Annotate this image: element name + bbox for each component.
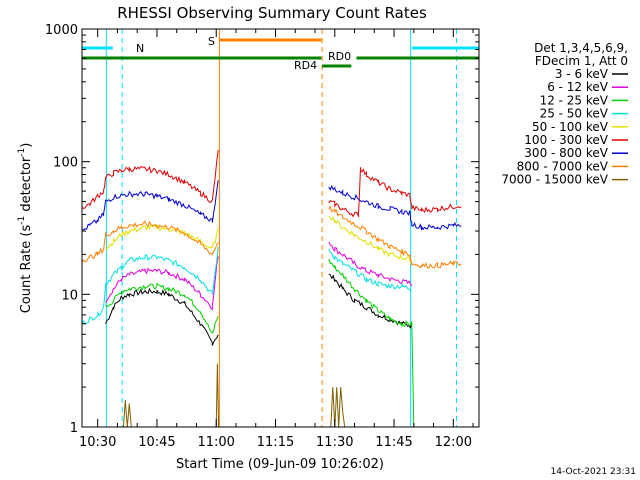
y-tick-label-0: 1 <box>70 421 78 436</box>
plot-frame <box>81 28 480 428</box>
annotation-s: S <box>208 35 215 48</box>
y-tick-label-1: 10 <box>61 288 78 303</box>
y-axis-label-end: ) <box>19 143 34 148</box>
legend-label-4: 50 - 100 keV <box>532 120 609 134</box>
series-line-2 <box>105 258 415 427</box>
series-layer <box>81 149 462 428</box>
legend-label-5: 100 - 300 keV <box>524 133 608 147</box>
axes: 10:30 10:45 11:00 11:15 11:30 11:45 12:00 1 10 10… <box>45 23 479 450</box>
x-axis-label-text: Start Time (09-Jun-09 10:26:02) <box>176 457 384 472</box>
legend-header-2: FDecim 1, Att 0 <box>535 54 628 68</box>
y-axis-label: Count Rate (s-1 detector-1) <box>17 143 34 314</box>
y-axis-label-sup2: -1 <box>17 148 27 157</box>
series-line-4 <box>105 215 413 264</box>
legend-label-2: 12 - 25 keV <box>540 93 609 107</box>
series-line-7 <box>81 205 462 269</box>
series-line-8 <box>122 363 346 428</box>
legend-label-8: 7000 - 15000 keV <box>501 173 608 187</box>
series-line-0 <box>105 273 413 346</box>
y-axis-label-sup1: -1 <box>17 216 27 225</box>
x-tick-label-5: 11:45 <box>375 435 412 450</box>
x-tick-label-4: 11:30 <box>316 435 353 450</box>
y-axis-label-main: Count Rate (s <box>19 225 34 314</box>
series-line-5 <box>81 149 462 218</box>
x-tick-label-2: 11:00 <box>197 435 234 450</box>
legend-label-0: 3 - 6 keV <box>555 67 609 81</box>
legend-label-1: 6 - 12 keV <box>547 80 609 94</box>
legend-header-1: Det 1,3,4,5,6,9, <box>534 41 628 55</box>
y-tick-label-3: 1000 <box>45 23 78 38</box>
series-line-6 <box>81 180 462 231</box>
legend-label-3: 25 - 50 keV <box>540 107 609 121</box>
flag-markers <box>82 29 479 427</box>
annotation-n: N <box>136 42 144 55</box>
x-axis-label: Start Time (09-Jun-09 10:26:02) <box>176 457 384 472</box>
x-tick-label-6: 12:00 <box>435 435 472 450</box>
annotation-rd0: RD0 <box>328 50 351 63</box>
series-line-3 <box>81 246 412 325</box>
x-tick-label-0: 10:30 <box>79 435 116 450</box>
y-axis-label-mid: detector <box>19 156 34 216</box>
legend-label-7: 800 - 7000 keV <box>517 159 609 173</box>
chart-title: RHESSI Observing Summary Count Rates <box>117 4 427 22</box>
y-tick-label-2: 100 <box>53 156 78 171</box>
series-line-1 <box>105 241 413 311</box>
annotation-rd4: RD4 <box>294 59 317 72</box>
x-tick-label-3: 11:15 <box>257 435 294 450</box>
legend: Det 1,3,4,5,6,9, FDecim 1, Att 0 3 - 6 k… <box>501 41 628 187</box>
legend-label-6: 300 - 800 keV <box>524 146 608 160</box>
footer-timestamp: 14-Oct-2021 23:31 <box>551 467 636 477</box>
x-tick-label-1: 10:45 <box>138 435 175 450</box>
